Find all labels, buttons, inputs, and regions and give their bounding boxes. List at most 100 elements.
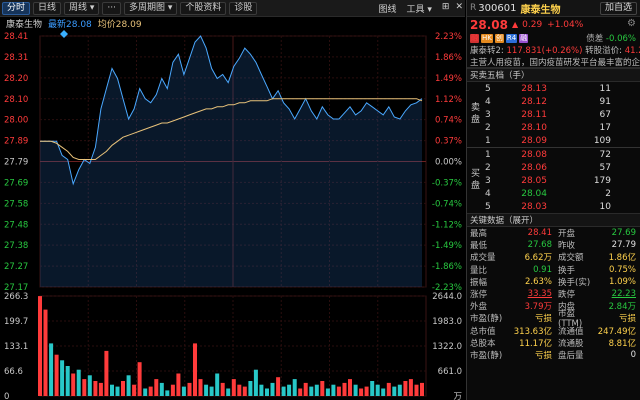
key-data-title[interactable]: 关键数据（展开）	[467, 213, 640, 227]
key-data-row: 市盈(静) 亏损 市盈(TTM) 亏损	[470, 309, 640, 329]
r-badge: R	[470, 3, 477, 13]
add-favorite-button[interactable]: 加自选	[599, 2, 637, 15]
tools-button[interactable]: 工具 ▾	[406, 5, 432, 15]
company-summary[interactable]: 主营人用疫苗，国内疫苗研发平台最丰富的企...	[467, 56, 640, 68]
stat-value: 27.69	[611, 228, 636, 239]
tab-intraday[interactable]: 分时	[2, 1, 31, 15]
volume-bar	[93, 381, 98, 396]
price-area	[40, 36, 422, 287]
amount-axis-label: 1322.0	[432, 342, 462, 352]
volume-bar	[143, 388, 148, 396]
stat-label: 盘后量	[558, 350, 584, 361]
volume-bar	[159, 382, 164, 396]
pct-axis-label: 0.37%	[435, 137, 462, 147]
r4-tag[interactable]: R4	[505, 33, 518, 43]
pct-axis-label: 1.86%	[435, 53, 462, 63]
bid-row: 2 28.06 57	[485, 162, 611, 173]
more-periods-button[interactable]: ···	[102, 1, 122, 15]
stat-label: 内盘	[558, 302, 576, 313]
hk-tag[interactable]: HK	[481, 33, 493, 43]
price-axis-label: 27.69	[4, 178, 28, 188]
volume-bar	[165, 390, 170, 396]
stat-value: 亏损	[534, 350, 552, 361]
ask-row: 4 28.12 91	[485, 96, 611, 107]
diagnose-button[interactable]: 诊股	[229, 1, 258, 15]
price-line: 28.08 ▲ 0.29 +1.04% ⚙	[467, 17, 640, 32]
stock-code: 300601	[478, 2, 517, 14]
finance-tag[interactable]: 融	[519, 33, 529, 43]
close-icon[interactable]: ✕	[455, 2, 463, 12]
volume-bar	[348, 379, 352, 396]
stat-label: 外盘	[470, 302, 488, 313]
volume-bar	[126, 375, 131, 396]
price-axis-label: 27.89	[4, 137, 28, 147]
price-change-pct: +1.04%	[547, 19, 584, 30]
stat-value: 27.79	[611, 240, 636, 251]
price-axis-label: 28.20	[4, 74, 28, 84]
key-data-row: 总市值 313.63亿 流通值 247.49亿	[470, 325, 640, 337]
price-axis-label: 27.58	[4, 199, 28, 209]
volume-bar	[253, 369, 258, 396]
amount-axis-label: 万	[453, 392, 462, 400]
volume-bar	[193, 343, 197, 396]
pct-axis-label: -2.23%	[432, 283, 462, 293]
volume-bar	[220, 382, 225, 396]
volume-bar	[65, 366, 70, 396]
stat-label: 总股本	[470, 338, 496, 349]
volume-bar	[420, 382, 424, 396]
volume-bar	[154, 379, 159, 396]
sell-side-label: 卖盘	[471, 103, 481, 125]
chart-lines-button[interactable]: 图线	[378, 5, 397, 15]
pct-axis-label: -0.74%	[432, 199, 462, 209]
stat-label: 昨收	[558, 241, 576, 252]
stat-label: 涨停	[470, 290, 488, 301]
chinext-tag[interactable]: 创	[494, 33, 504, 43]
pct-axis-label: -1.86%	[432, 262, 462, 272]
volume-bar	[353, 384, 358, 396]
intraday-chart[interactable]: 28.41 28.31 28.20 28.10 28.00 27.89 27.79 27.69…	[0, 0, 466, 400]
pct-axis-label: 0.00%	[435, 158, 462, 168]
quote-panel: R 300601 康泰生物 加自选 28.08 ▲ 0.29 +1.04% ⚙ …	[466, 0, 640, 400]
avg-price-label: 均价28.09	[97, 20, 142, 30]
gear-icon[interactable]: ⚙	[627, 18, 636, 29]
volume-bar	[364, 386, 369, 396]
tab-weekly[interactable]: 周线 ▾	[64, 1, 100, 15]
volume-bar	[170, 384, 175, 396]
volume-bar	[176, 373, 181, 396]
price-axis-label: 27.79	[4, 158, 28, 168]
avg-price-line	[40, 98, 423, 160]
volume-bar	[148, 386, 153, 396]
stat-value: 2.84万	[608, 302, 636, 313]
price-axis-label: 28.00	[4, 116, 28, 126]
order-book-title: 买卖五档（手）	[467, 68, 640, 82]
price-axis-label: 27.27	[4, 262, 28, 272]
multi-period-button[interactable]: 多周期图 ▾	[124, 1, 178, 15]
volume-bar	[82, 379, 87, 396]
bid-row: 5 28.03 10	[485, 201, 611, 212]
price-axis-label: 28.10	[4, 95, 28, 105]
volume-bar	[198, 379, 203, 396]
current-price: 28.08	[470, 17, 508, 32]
key-data-row: 市盈(静) 亏损 盘后量 0	[470, 349, 640, 361]
price-axis-label: 27.48	[4, 220, 28, 230]
volume-bar	[110, 384, 114, 396]
layout-icon[interactable]: ⊞	[441, 2, 450, 12]
spread-rate: 债差 -0.06%	[586, 34, 636, 44]
stock-profile-button[interactable]: 个股资料	[180, 1, 227, 15]
volume-bar	[60, 360, 65, 396]
volume-bar	[242, 386, 247, 396]
stat-label: 流通股	[558, 338, 584, 349]
volume-bar	[204, 384, 209, 396]
volume-bar	[49, 343, 54, 396]
price-axis-label: 28.31	[4, 53, 28, 63]
volume-bar	[87, 375, 92, 396]
stat-label: 换手	[558, 265, 576, 276]
stat-value: 3.79万	[524, 302, 552, 313]
convertible-bond-line[interactable]: 康泰转2: 117.831(+0.26%) 转股溢价: 41.25%	[470, 46, 640, 56]
volume-bar	[303, 382, 308, 396]
tab-daily[interactable]: 日线	[33, 1, 62, 15]
stat-label: 成交额	[558, 253, 584, 264]
stat-label: 量比	[470, 265, 488, 276]
stat-label: 跌停	[558, 290, 576, 301]
margin-tag[interactable]: 融	[470, 33, 479, 43]
